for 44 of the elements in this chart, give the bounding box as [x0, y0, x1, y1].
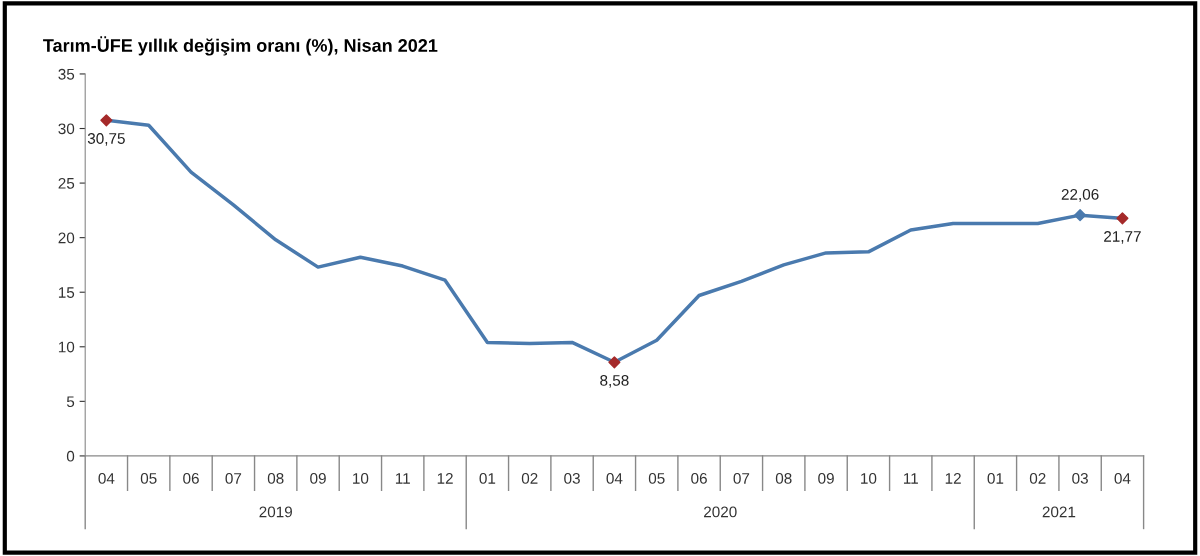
point — [1116, 212, 1129, 225]
x-tick-label: 12 — [437, 472, 453, 484]
y-tick-label: 30 — [58, 123, 75, 135]
y-tick-label: 35 — [58, 68, 75, 80]
x-tick-label: 07 — [733, 472, 750, 484]
y-tick-label: 0 — [66, 450, 75, 462]
text: 2019 — [259, 506, 292, 518]
data-label: 22,06 — [1061, 189, 1099, 202]
x-tick-label: 09 — [818, 472, 834, 484]
x-tick-label: 11 — [395, 473, 410, 484]
text: 2020 — [704, 506, 737, 518]
x-tick-label: 04 — [606, 472, 623, 484]
x-tick-label: 07 — [225, 472, 242, 484]
y-tick-label: 10 — [58, 341, 75, 353]
data-label: 21,77 — [1104, 231, 1141, 244]
x-tick-label: 06 — [691, 472, 707, 484]
y-tick-label: 15 — [58, 287, 75, 298]
x-tick-label: 05 — [648, 472, 665, 484]
data-label: 30,75 — [87, 133, 125, 146]
x-tick-label: 09 — [310, 472, 326, 484]
point — [608, 356, 621, 369]
text: 2021 — [1042, 506, 1076, 518]
data-label: 8,58 — [600, 375, 629, 388]
x-tick-label: 08 — [267, 472, 284, 484]
chart-title: Tarım-ÜFE yıllık değişim oranı (%), Nisan 2021 — [43, 36, 438, 56]
x-tick-label: 10 — [861, 472, 877, 484]
x-tick-label: 12 — [945, 472, 961, 484]
x-tick-label: 08 — [775, 472, 792, 484]
x-tick-label: 03 — [1072, 472, 1088, 484]
y-tick-label: 25 — [58, 177, 75, 189]
x-tick-label: 02 — [1029, 472, 1046, 484]
x-tick-label: 04 — [1114, 472, 1131, 484]
x-tick-label: 03 — [564, 472, 580, 484]
x-tick-label: 02 — [521, 472, 538, 484]
y-tick-label: 5 — [66, 396, 75, 408]
x-tick-label: 11 — [903, 473, 918, 484]
y-tick-label: 20 — [58, 232, 75, 244]
x-tick-label: 06 — [183, 472, 199, 484]
x-tick-label: 01 — [987, 472, 1004, 484]
point — [100, 114, 113, 127]
x-tick-label: 10 — [353, 472, 369, 484]
x-tick-label: 01 — [479, 472, 496, 484]
x-tick-label: 04 — [98, 472, 115, 484]
x-tick-label: 05 — [140, 472, 157, 484]
